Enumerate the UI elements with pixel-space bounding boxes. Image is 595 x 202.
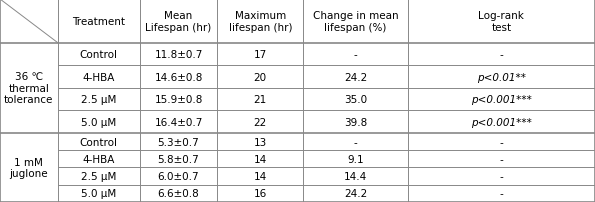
Text: 22: 22 [253, 117, 267, 127]
Text: 35.0: 35.0 [344, 95, 367, 105]
Text: Maximum
lifespan (hr): Maximum lifespan (hr) [228, 11, 292, 33]
Text: 4-HBA: 4-HBA [83, 72, 115, 82]
Text: -: - [353, 137, 358, 147]
Text: Treatment: Treatment [72, 17, 126, 27]
Text: p<0.001***: p<0.001*** [471, 117, 532, 127]
Text: 24.2: 24.2 [344, 72, 367, 82]
Text: p<0.001***: p<0.001*** [471, 95, 532, 105]
Text: -: - [499, 154, 503, 164]
Text: 14: 14 [253, 154, 267, 164]
Text: 9.1: 9.1 [347, 154, 364, 164]
Text: 5.0 μM: 5.0 μM [81, 117, 117, 127]
Text: 4-HBA: 4-HBA [83, 154, 115, 164]
Text: -: - [499, 137, 503, 147]
Text: 2.5 μM: 2.5 μM [81, 95, 117, 105]
Text: Change in mean
lifespan (%): Change in mean lifespan (%) [313, 11, 398, 33]
Text: -: - [499, 171, 503, 181]
Text: Mean
Lifespan (hr): Mean Lifespan (hr) [145, 11, 212, 33]
Text: 16.4±0.7: 16.4±0.7 [154, 117, 203, 127]
Text: 2.5 μM: 2.5 μM [81, 171, 117, 181]
Text: 36 ℃
thermal
tolerance: 36 ℃ thermal tolerance [4, 72, 54, 105]
Text: 5.3±0.7: 5.3±0.7 [158, 137, 199, 147]
Text: 5.8±0.7: 5.8±0.7 [158, 154, 199, 164]
Text: 14.4: 14.4 [344, 171, 367, 181]
Text: 16: 16 [253, 188, 267, 198]
Text: p<0.01**: p<0.01** [477, 72, 526, 82]
Text: 21: 21 [253, 95, 267, 105]
Text: 5.0 μM: 5.0 μM [81, 188, 117, 198]
Text: 6.6±0.8: 6.6±0.8 [158, 188, 199, 198]
Text: 14: 14 [253, 171, 267, 181]
Text: -: - [499, 188, 503, 198]
Text: 6.0±0.7: 6.0±0.7 [158, 171, 199, 181]
Text: 17: 17 [253, 50, 267, 60]
Text: Log-rank
test: Log-rank test [478, 11, 524, 33]
Text: 1 mM
juglone: 1 mM juglone [10, 157, 48, 178]
Text: 24.2: 24.2 [344, 188, 367, 198]
Text: -: - [353, 50, 358, 60]
Text: 15.9±0.8: 15.9±0.8 [154, 95, 203, 105]
Text: Control: Control [80, 137, 118, 147]
Text: 13: 13 [253, 137, 267, 147]
Text: 39.8: 39.8 [344, 117, 367, 127]
Text: 14.6±0.8: 14.6±0.8 [154, 72, 203, 82]
Text: -: - [499, 50, 503, 60]
Text: 20: 20 [253, 72, 267, 82]
Text: 11.8±0.7: 11.8±0.7 [154, 50, 203, 60]
Text: Control: Control [80, 50, 118, 60]
